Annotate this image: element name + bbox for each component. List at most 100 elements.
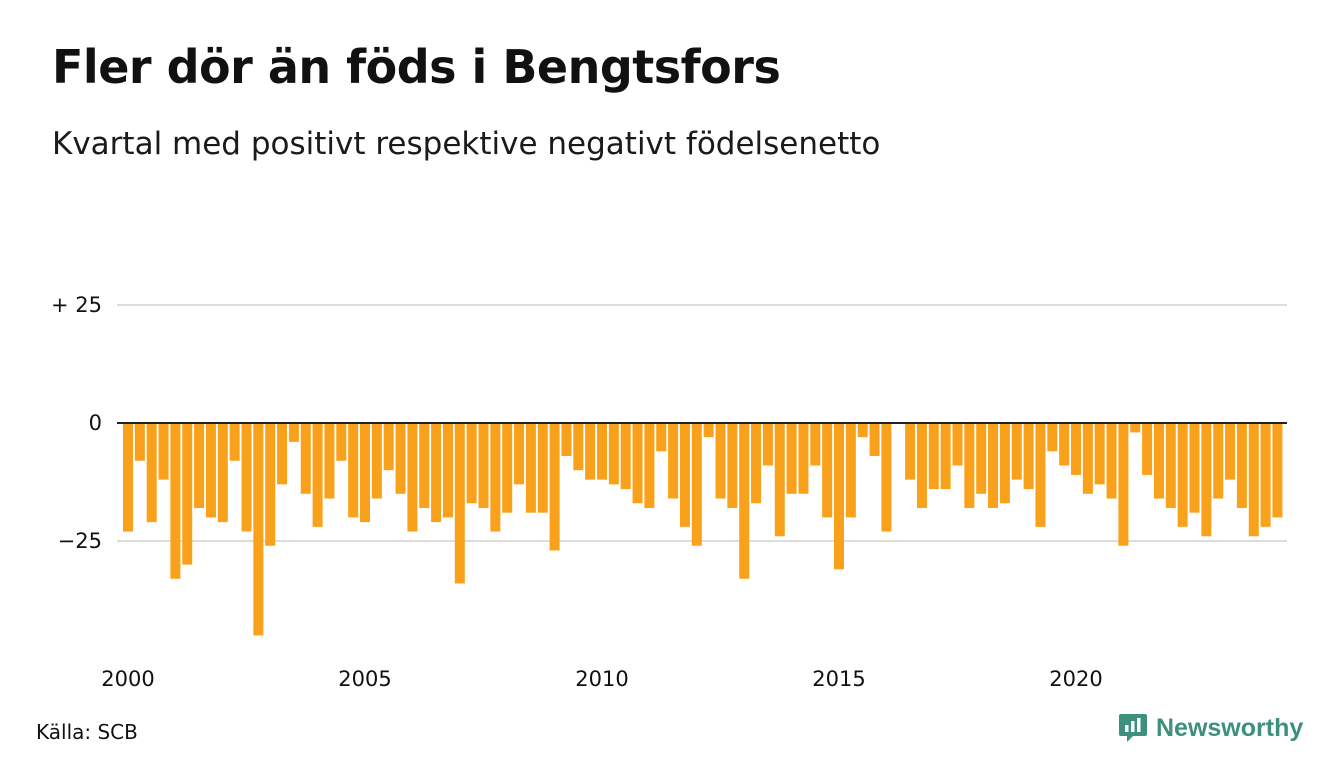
bar xyxy=(739,423,750,579)
bar xyxy=(454,423,465,584)
bars xyxy=(123,423,1283,636)
bar xyxy=(502,423,513,513)
x-axis-labels: 2000 2005 2010 2015 2020 xyxy=(101,667,1102,691)
bar xyxy=(253,423,264,636)
bar xyxy=(1153,423,1164,499)
bar xyxy=(834,423,844,570)
bar xyxy=(205,423,216,518)
bar xyxy=(715,423,726,499)
bar xyxy=(751,423,762,504)
bar xyxy=(999,423,1010,504)
bar xyxy=(1094,423,1105,485)
bar xyxy=(1236,423,1247,508)
bar xyxy=(1059,423,1070,466)
bar xyxy=(928,423,939,490)
bar xyxy=(1248,423,1259,537)
bar xyxy=(490,423,501,532)
bar xyxy=(881,423,892,532)
chart-title: Fler dör än föds i Bengtsfors xyxy=(52,40,781,94)
bar xyxy=(170,423,181,579)
bar xyxy=(822,423,833,518)
bar xyxy=(395,423,406,494)
bar xyxy=(1106,423,1117,499)
bar xyxy=(1082,423,1093,494)
bar xyxy=(1272,423,1283,518)
bar xyxy=(277,423,288,485)
bar xyxy=(419,423,430,508)
bar xyxy=(727,423,738,508)
bar xyxy=(324,423,335,499)
bar xyxy=(940,423,951,490)
gridlines xyxy=(117,304,1287,542)
bar xyxy=(988,423,999,508)
bar xyxy=(905,423,916,480)
bar xyxy=(442,423,453,518)
bar xyxy=(1011,423,1022,480)
bar xyxy=(288,423,299,442)
bar xyxy=(217,423,228,523)
y-tick-label: 0 xyxy=(89,411,102,435)
bar xyxy=(585,423,596,480)
bar xyxy=(597,423,607,480)
bar xyxy=(1071,423,1081,475)
bar xyxy=(679,423,690,527)
bar xyxy=(1035,423,1046,527)
brand-logo[interactable]: Newsworthy xyxy=(1118,712,1303,744)
bar xyxy=(537,423,548,513)
bar xyxy=(383,423,394,471)
x-tick-label: 2015 xyxy=(812,667,865,691)
y-tick-label: + 25 xyxy=(51,293,102,317)
bar xyxy=(810,423,821,466)
bar xyxy=(620,423,631,490)
x-tick-label: 2005 xyxy=(338,667,391,691)
bar xyxy=(691,423,702,546)
bar xyxy=(300,423,311,494)
chart-subtitle: Kvartal med positivt respektive negativt… xyxy=(52,126,881,162)
bar xyxy=(1118,423,1129,546)
brand-name: Newsworthy xyxy=(1156,713,1304,742)
bar xyxy=(869,423,880,457)
bar xyxy=(1225,423,1236,480)
y-tick-label: −25 xyxy=(58,529,102,553)
bar xyxy=(1213,423,1224,499)
bar xyxy=(632,423,643,504)
bar xyxy=(360,423,370,523)
bar xyxy=(265,423,276,546)
bar xyxy=(703,423,714,438)
bar xyxy=(1165,423,1176,508)
x-tick-label: 2020 xyxy=(1049,667,1102,691)
bar xyxy=(952,423,963,466)
bar xyxy=(158,423,169,480)
bar xyxy=(514,423,525,485)
bar xyxy=(134,423,145,461)
bar xyxy=(1177,423,1188,527)
bar xyxy=(229,423,240,461)
bar xyxy=(976,423,987,494)
bar xyxy=(845,423,856,518)
bar xyxy=(431,423,442,523)
bar xyxy=(336,423,347,461)
source-note: Källa: SCB xyxy=(36,720,138,744)
bar xyxy=(1130,423,1141,433)
bar xyxy=(608,423,619,485)
bar xyxy=(798,423,809,494)
bar xyxy=(1189,423,1200,513)
bar xyxy=(656,423,667,452)
bar xyxy=(1201,423,1212,537)
y-axis-labels: + 25 0 −25 xyxy=(51,293,102,553)
bar xyxy=(241,423,252,532)
bar xyxy=(1023,423,1034,490)
bar xyxy=(644,423,655,508)
bar xyxy=(123,423,133,532)
bar xyxy=(1047,423,1058,452)
bar xyxy=(348,423,359,518)
bar xyxy=(916,423,927,508)
bar xyxy=(466,423,477,504)
bar xyxy=(146,423,157,523)
bar xyxy=(407,423,418,532)
bar xyxy=(194,423,205,508)
bar xyxy=(312,423,323,527)
bar xyxy=(857,423,868,438)
bar xyxy=(786,423,797,494)
